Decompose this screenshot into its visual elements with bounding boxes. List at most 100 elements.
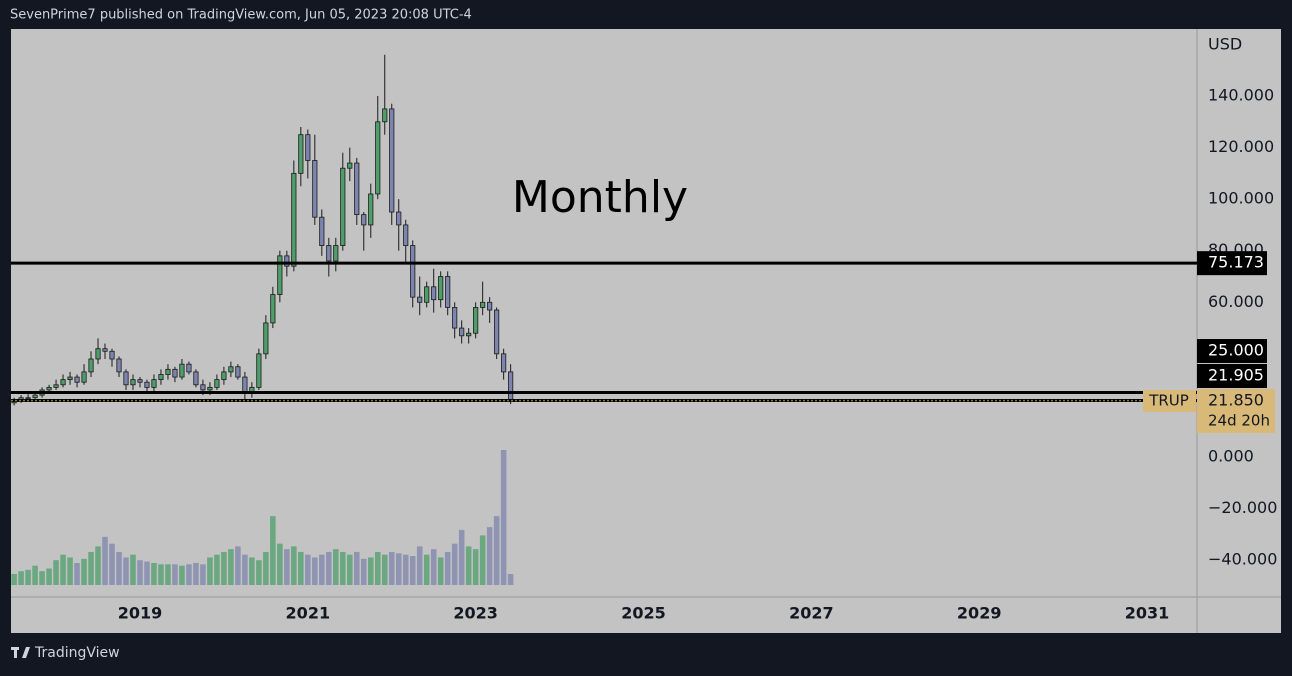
panel [11, 29, 1281, 633]
candle-body [53, 384, 59, 388]
volume-bar [319, 554, 325, 585]
candle-body [473, 307, 479, 334]
volume-bar [361, 558, 367, 585]
volume-bar [374, 551, 381, 585]
price-label: 21.905 [1208, 366, 1264, 385]
price-label-box [1197, 364, 1267, 388]
volume-bar [67, 557, 73, 585]
x-tick-label: 2029 [957, 604, 1002, 623]
candle-body [130, 379, 136, 386]
volume-bar [95, 546, 101, 585]
price-label: 25.000 [1208, 341, 1264, 360]
volume-bar [423, 554, 430, 585]
candle-body [95, 348, 101, 360]
x-tick-label: 2031 [1125, 604, 1170, 623]
y-tick-label: 120.000 [1208, 137, 1274, 156]
volume-bar [109, 543, 115, 585]
volume-bar [39, 571, 45, 585]
candle-body [417, 296, 423, 303]
candle-body [319, 216, 325, 246]
candle-body [228, 366, 234, 373]
candle-body [333, 245, 339, 262]
volume-bar [402, 554, 409, 585]
y-tick-label: 140.000 [1208, 86, 1274, 105]
volume-bar [458, 529, 465, 585]
candle-body [480, 301, 486, 308]
candle-body [144, 381, 150, 388]
volume-bar [123, 557, 129, 585]
candle-body [508, 371, 514, 402]
volume-bar [326, 551, 332, 585]
candle-body [389, 108, 395, 213]
candle-body [452, 307, 458, 329]
volume-bar [25, 569, 31, 585]
candle-body [81, 371, 87, 383]
price-label: 75.173 [1208, 253, 1264, 272]
symbol-box [1143, 390, 1196, 412]
logo [11, 647, 30, 658]
last-price-label: 21.850 [1208, 391, 1264, 410]
volume-bar [18, 571, 24, 585]
volume-bar [479, 535, 486, 585]
volume-bar [81, 558, 87, 585]
candle-body [375, 121, 381, 195]
candle-body [305, 134, 311, 161]
volume-bar [179, 565, 185, 585]
volume-bar [409, 556, 416, 585]
candle-body [151, 379, 157, 388]
candle-body [256, 353, 262, 388]
candle-body [109, 350, 115, 360]
volume-bar [172, 564, 178, 585]
candle-body [88, 358, 94, 373]
candle-body [186, 363, 192, 373]
volume-bar [207, 557, 213, 585]
volume-bar [165, 564, 171, 585]
volume-bar [53, 560, 59, 585]
x-tick-label: 2023 [453, 604, 498, 623]
candle-body [354, 162, 360, 216]
volume-bar [395, 553, 402, 585]
volume-bar [11, 573, 17, 585]
candle-body [340, 167, 346, 246]
volume-bar [291, 546, 297, 585]
candle-body [438, 276, 444, 301]
volume-bar [60, 554, 66, 585]
volume-bar [367, 557, 374, 585]
candle-body [200, 384, 206, 391]
volume-bar [193, 562, 199, 585]
candle-body [445, 276, 451, 308]
volume-bar [46, 568, 52, 585]
price-label-box [1197, 251, 1267, 276]
candle-body [403, 224, 409, 246]
candle-body [431, 286, 437, 301]
candle-body [368, 193, 374, 226]
price-label-box [1197, 339, 1267, 363]
footer: TradingView [34, 645, 120, 661]
candle-body [284, 255, 290, 267]
candle-body [158, 374, 164, 381]
volume-bar [437, 557, 444, 585]
volume-bar [151, 562, 157, 585]
y-tick-label: −20.000 [1208, 498, 1277, 517]
volume-bar [430, 549, 437, 585]
volume-bar [221, 551, 227, 585]
x-tick-label: 2027 [789, 604, 834, 623]
annotation: Monthly [512, 172, 688, 223]
candle-body [60, 379, 66, 386]
volume-bar [472, 549, 479, 585]
volume-bar [116, 551, 122, 585]
header: SevenPrime7 published on TradingView.com… [10, 8, 472, 23]
volume-bar [249, 557, 255, 585]
candle-body [235, 366, 241, 378]
candle-body [25, 397, 31, 400]
x-tick-label: 2021 [286, 604, 331, 623]
candle-body [116, 358, 122, 373]
candle-body [410, 245, 416, 298]
volume-bar [263, 551, 269, 585]
countdown: 24d 20h [1208, 412, 1270, 430]
volume-bar [312, 557, 318, 585]
volume-bar [444, 551, 451, 585]
volume-bar [242, 554, 248, 585]
